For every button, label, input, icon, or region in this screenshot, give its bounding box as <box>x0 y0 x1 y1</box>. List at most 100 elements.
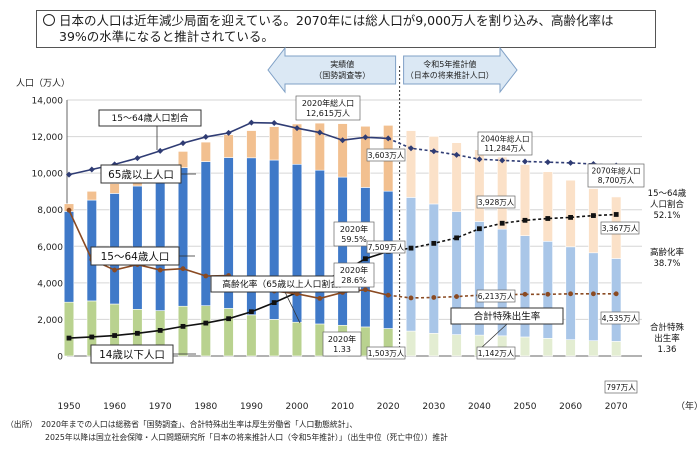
label-aging-rate: 高齢化率（65歳以上人口割合） <box>222 278 348 290</box>
bar-segment-working-age <box>611 258 622 342</box>
footnote-line-2: 2025年以降は国立社会保障・人口問題研究所「日本の将来推計人口（令和5年推計）… <box>6 432 448 442</box>
callout-total-2070-box <box>587 163 645 188</box>
right-label-fertility: 出生率 <box>654 333 680 344</box>
x-tick-label: 1950 <box>58 402 81 412</box>
working-age-share-point <box>567 159 574 166</box>
working-age-share-point <box>430 148 437 155</box>
bar-segment-elderly <box>497 156 508 230</box>
aging-rate-point <box>66 335 72 341</box>
bar-segment-under15 <box>542 338 553 357</box>
y-tick-label: 12,000 <box>32 133 64 143</box>
label-fertility-leader <box>479 323 508 350</box>
value-elderly-2020-box <box>366 148 406 162</box>
bar-segment-elderly <box>291 123 303 165</box>
bar-segment-working-age <box>155 179 166 311</box>
aging-rate-point <box>431 240 437 246</box>
callout-total-2040: 11,284万人 <box>484 144 526 153</box>
label-young: 14歳以下人口 <box>99 349 165 361</box>
value-young-2020-box <box>366 346 406 360</box>
x-tick-label: 2000 <box>286 402 309 412</box>
y-tick-label: 0 <box>57 353 63 363</box>
label-fertility: 合計特殊出生率 <box>474 310 541 322</box>
bar-segment-under15 <box>428 333 439 357</box>
working-age-share-point <box>522 158 528 165</box>
bar-segment-working-age <box>291 163 303 323</box>
fertility-rate-point <box>294 291 300 297</box>
working-age-share-point <box>339 137 346 144</box>
working-age-share-point <box>134 155 141 162</box>
bar-segment-under15 <box>246 314 257 357</box>
aging-rate-point <box>499 220 505 226</box>
bar-segment-under15 <box>565 339 576 357</box>
bar-segment-elderly <box>86 190 97 201</box>
value-working-2020-box <box>366 240 406 254</box>
working-age-share-point <box>271 120 278 127</box>
label-elderly: 65歳以上人口 <box>108 169 174 181</box>
aging-rate-point <box>568 214 573 220</box>
headline-line-1: 日本の人口は近年減少局面を迎えている。2070年には総人口が9,000万人を割り… <box>59 13 614 28</box>
fertility-rate-point <box>408 295 414 301</box>
callout-share-2020-box <box>333 221 375 247</box>
working-age-share-point <box>225 129 232 136</box>
x-tick-label: 2030 <box>422 402 445 412</box>
callout-total-2020-box <box>295 95 361 121</box>
working-age-share-point <box>294 125 300 132</box>
bar-segment-elderly <box>246 130 257 159</box>
bar-segment-elderly <box>200 141 211 162</box>
working-age-share-point <box>316 129 323 136</box>
y-tick-label: 8,000 <box>37 206 63 216</box>
right-label-fertility: 1.36 <box>658 345 677 355</box>
right-label-aging-rate: 38.7% <box>653 259 680 269</box>
actual-arrow-label: 実績値 <box>330 59 354 69</box>
y-tick-label: 10,000 <box>32 170 64 180</box>
bullet-circle-icon <box>43 14 55 26</box>
bar-segment-working-age <box>588 252 599 342</box>
callout-aging-2020: 28.6% <box>341 276 367 285</box>
x-tick-label: 2020 <box>377 402 400 412</box>
callout-total-2070: 2070年総人口 <box>591 166 640 176</box>
x-tick-label: 1960 <box>103 402 126 412</box>
fertility-rate-point <box>180 266 186 272</box>
x-tick-label: 2040 <box>468 402 491 412</box>
value-young-2040-box <box>476 346 516 360</box>
aging-rate-point <box>522 217 528 223</box>
fertility-rate-point <box>568 291 573 297</box>
bar-segment-elderly <box>177 151 189 168</box>
fertility-rate-point <box>522 291 528 297</box>
bar-segment-elderly <box>109 183 120 194</box>
aging-rate-point <box>226 316 231 322</box>
x-axis-unit: （年） <box>676 400 700 412</box>
working-age-share-point <box>476 156 483 163</box>
label-working: 15～64歳人口 <box>101 251 170 263</box>
y-tick-label: 14,000 <box>32 97 64 107</box>
value-young-2020: 1,503万人 <box>368 349 405 358</box>
bar-segment-elderly <box>588 188 599 254</box>
actual-arrow-sublabel: （国勢調査等） <box>314 70 370 80</box>
bar-segment-under15 <box>63 301 75 357</box>
callout-aging-2020: 2020年 <box>340 265 368 275</box>
label-aging-rate-leader <box>284 291 301 324</box>
projection-arrow-shape <box>403 46 518 94</box>
x-tick-label: 1980 <box>194 402 217 412</box>
aging-rate-point <box>135 330 140 336</box>
aging-rate-point <box>89 334 95 340</box>
bar-segment-elderly <box>542 171 553 242</box>
value-working-2020: 7,509万人 <box>368 243 405 252</box>
aging-rate-point <box>454 235 459 241</box>
fertility-rate-point <box>545 291 551 297</box>
right-label-working-share: 15～64歳 <box>648 188 687 199</box>
bar-segment-elderly <box>565 179 576 248</box>
bar-segment-elderly <box>519 164 531 236</box>
bar-segment-working-age <box>200 161 211 306</box>
callout-share-2020: 2020年 <box>340 224 368 234</box>
fertility-rate-point <box>317 296 323 301</box>
value-elderly-2020: 3,603万人 <box>368 151 405 160</box>
right-label-working-share: 人口割合 <box>650 199 685 210</box>
aging-rate-point <box>545 216 551 221</box>
value-elderly-2070-box <box>600 221 640 235</box>
value-working-2070-box <box>600 311 640 325</box>
callout-total-2040: 2040年総人口 <box>480 134 529 144</box>
aging-rate-point <box>363 256 368 262</box>
callout-fertility-2020-box <box>322 331 362 357</box>
